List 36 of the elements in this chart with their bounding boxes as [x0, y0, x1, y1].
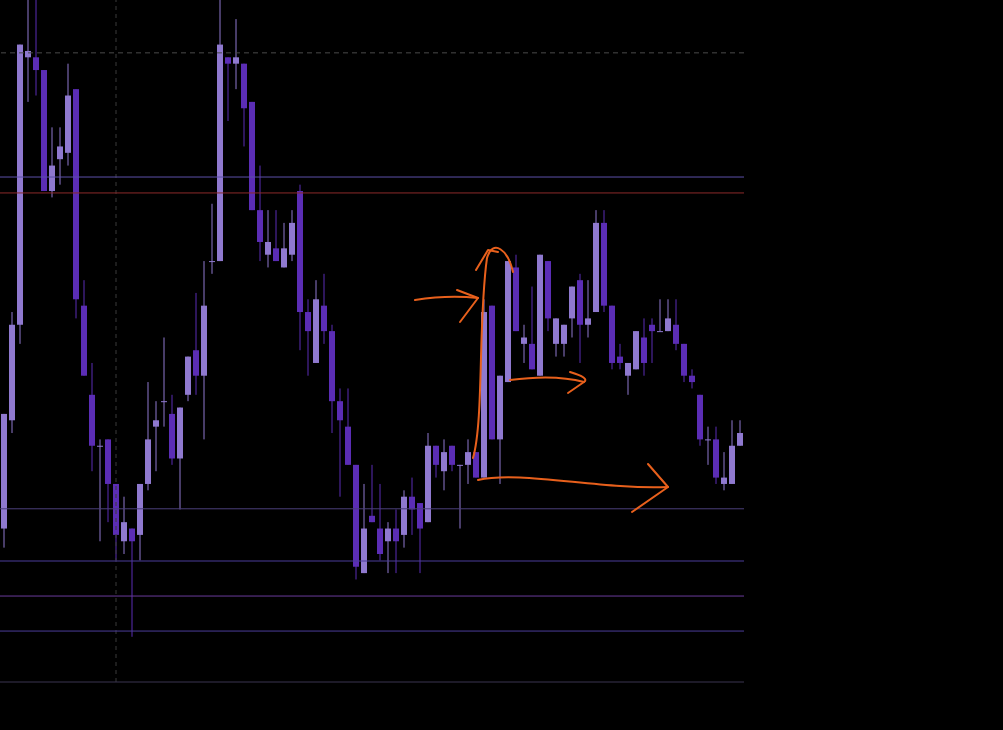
candlestick	[161, 337, 167, 428]
candlestick	[657, 298, 663, 333]
candlestick	[585, 279, 591, 338]
candlestick	[33, 0, 39, 97]
candlestick	[521, 324, 527, 364]
candlestick	[369, 464, 375, 523]
candlestick	[209, 203, 215, 275]
candlestick	[337, 387, 343, 498]
candlestick	[305, 298, 311, 377]
candlestick	[393, 508, 399, 574]
candlestick	[57, 126, 63, 186]
candlestick	[705, 426, 711, 466]
candlestick	[737, 419, 743, 447]
candlestick	[97, 438, 103, 542]
candlestick	[225, 56, 231, 122]
candlestick	[721, 451, 727, 491]
candlestick	[561, 324, 567, 358]
candlestick	[433, 445, 439, 479]
candlestick	[385, 521, 391, 574]
candlestick	[673, 298, 679, 351]
candlestick	[665, 298, 671, 332]
candlestick	[441, 438, 447, 491]
candlestick	[457, 464, 463, 530]
candlestick	[129, 528, 135, 638]
candlestick	[281, 222, 287, 268]
candlestick	[625, 362, 631, 396]
candlestick	[121, 496, 127, 555]
candlestick	[649, 317, 655, 364]
candlestick	[265, 209, 271, 268]
candlestick	[273, 209, 279, 262]
candlestick	[449, 445, 455, 472]
candlestick	[465, 438, 471, 485]
candlestick	[153, 400, 159, 472]
candlestick	[689, 368, 695, 389]
candlestick	[233, 18, 239, 90]
candlestick	[617, 343, 623, 370]
